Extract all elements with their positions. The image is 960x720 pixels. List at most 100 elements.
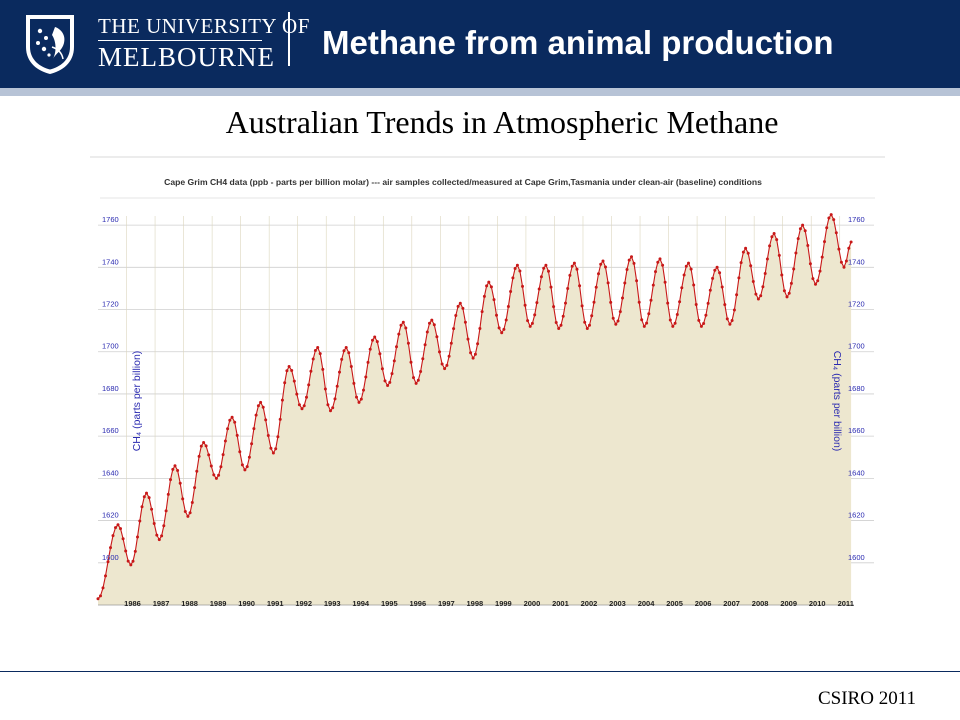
- data-point: [480, 310, 484, 314]
- x-tick-label: 2004: [638, 599, 656, 608]
- data-point: [416, 378, 420, 382]
- data-point: [188, 511, 192, 515]
- data-point: [504, 318, 508, 322]
- data-point: [290, 369, 294, 372]
- data-point: [449, 341, 453, 345]
- data-point: [515, 263, 519, 267]
- university-name-line2: MELBOURNE: [98, 42, 275, 72]
- data-point: [357, 400, 361, 404]
- data-point: [401, 320, 405, 324]
- slide-title: Australian Trends in Atmospheric Methane: [225, 104, 779, 140]
- data-point: [371, 338, 374, 342]
- header-bar: THE UNIVERSITY OF MELBOURNE Methane from…: [0, 0, 960, 88]
- data-point: [723, 303, 727, 307]
- university-crest-icon: [26, 15, 74, 74]
- data-point: [492, 298, 496, 302]
- data-point: [671, 324, 675, 328]
- data-point: [318, 352, 322, 356]
- data-point: [570, 264, 574, 268]
- y-tick-label-left: 1620: [102, 511, 119, 520]
- y-tick-label-right: 1720: [848, 300, 865, 309]
- data-point: [219, 465, 223, 469]
- data-point: [798, 227, 802, 231]
- data-point: [789, 281, 793, 285]
- x-tick-label: 1989: [210, 599, 227, 608]
- data-point: [621, 296, 624, 300]
- data-point: [193, 486, 197, 490]
- data-point: [530, 321, 534, 325]
- data-point: [409, 360, 413, 364]
- data-point: [645, 321, 649, 325]
- data-point: [321, 367, 325, 371]
- data-point: [561, 314, 565, 318]
- data-point: [640, 318, 644, 322]
- x-tick-label: 1987: [153, 599, 170, 608]
- data-point: [404, 326, 408, 330]
- data-point: [675, 313, 679, 316]
- data-point: [173, 464, 177, 468]
- data-point: [359, 397, 363, 401]
- data-point: [539, 275, 543, 279]
- data-point: [506, 305, 510, 308]
- data-point: [160, 534, 164, 538]
- data-point: [364, 375, 368, 379]
- chart-title: Cape Grim CH4 data (ppb - parts per bill…: [164, 177, 762, 187]
- data-point: [366, 360, 370, 364]
- data-point: [526, 319, 530, 323]
- data-point: [380, 367, 384, 371]
- data-point: [458, 301, 462, 305]
- data-point: [129, 563, 133, 567]
- data-point: [406, 341, 410, 345]
- data-point: [355, 395, 358, 399]
- y-tick-label-left: 1700: [102, 342, 119, 351]
- data-point: [547, 269, 550, 273]
- data-point: [217, 473, 221, 477]
- y-tick-label-left: 1600: [102, 553, 119, 562]
- y-axis-label-left: CH₄ (parts per billion): [131, 351, 143, 452]
- data-point: [500, 331, 504, 335]
- data-point: [307, 383, 311, 387]
- data-point: [124, 549, 128, 553]
- data-point: [601, 259, 605, 263]
- data-point: [181, 497, 185, 501]
- data-point: [632, 261, 636, 265]
- data-point: [96, 597, 100, 601]
- data-point: [390, 372, 394, 376]
- data-point: [228, 418, 232, 422]
- data-point: [606, 281, 610, 285]
- data-point: [157, 538, 161, 542]
- x-tick-label: 1986: [124, 599, 141, 608]
- y-axis-label-right: CH₄ (parts per billion): [831, 351, 843, 452]
- data-point: [278, 417, 282, 421]
- data-point: [796, 237, 800, 241]
- data-point: [447, 354, 451, 358]
- data-point: [699, 324, 703, 328]
- data-point: [509, 290, 513, 293]
- x-tick-label: 1997: [438, 599, 455, 608]
- data-point: [221, 453, 225, 457]
- data-point: [428, 321, 431, 325]
- data-point: [233, 420, 237, 424]
- data-point: [702, 322, 706, 325]
- data-point: [152, 522, 156, 525]
- data-point: [588, 323, 591, 327]
- data-point: [559, 323, 563, 327]
- data-point: [392, 359, 396, 363]
- data-point: [656, 260, 660, 264]
- data-point: [751, 280, 755, 283]
- data-point: [495, 313, 498, 317]
- data-point: [119, 527, 122, 531]
- data-point: [682, 273, 686, 277]
- data-point: [373, 335, 377, 339]
- data-point: [594, 285, 598, 289]
- data-point: [673, 321, 677, 325]
- data-point: [635, 279, 639, 283]
- data-point: [240, 463, 244, 467]
- data-point: [787, 291, 791, 295]
- footer-rule: [0, 671, 960, 672]
- data-point: [792, 267, 796, 271]
- data-point: [302, 404, 306, 408]
- x-tick-label: 2010: [809, 599, 826, 608]
- data-point: [837, 247, 841, 251]
- data-point: [528, 324, 532, 328]
